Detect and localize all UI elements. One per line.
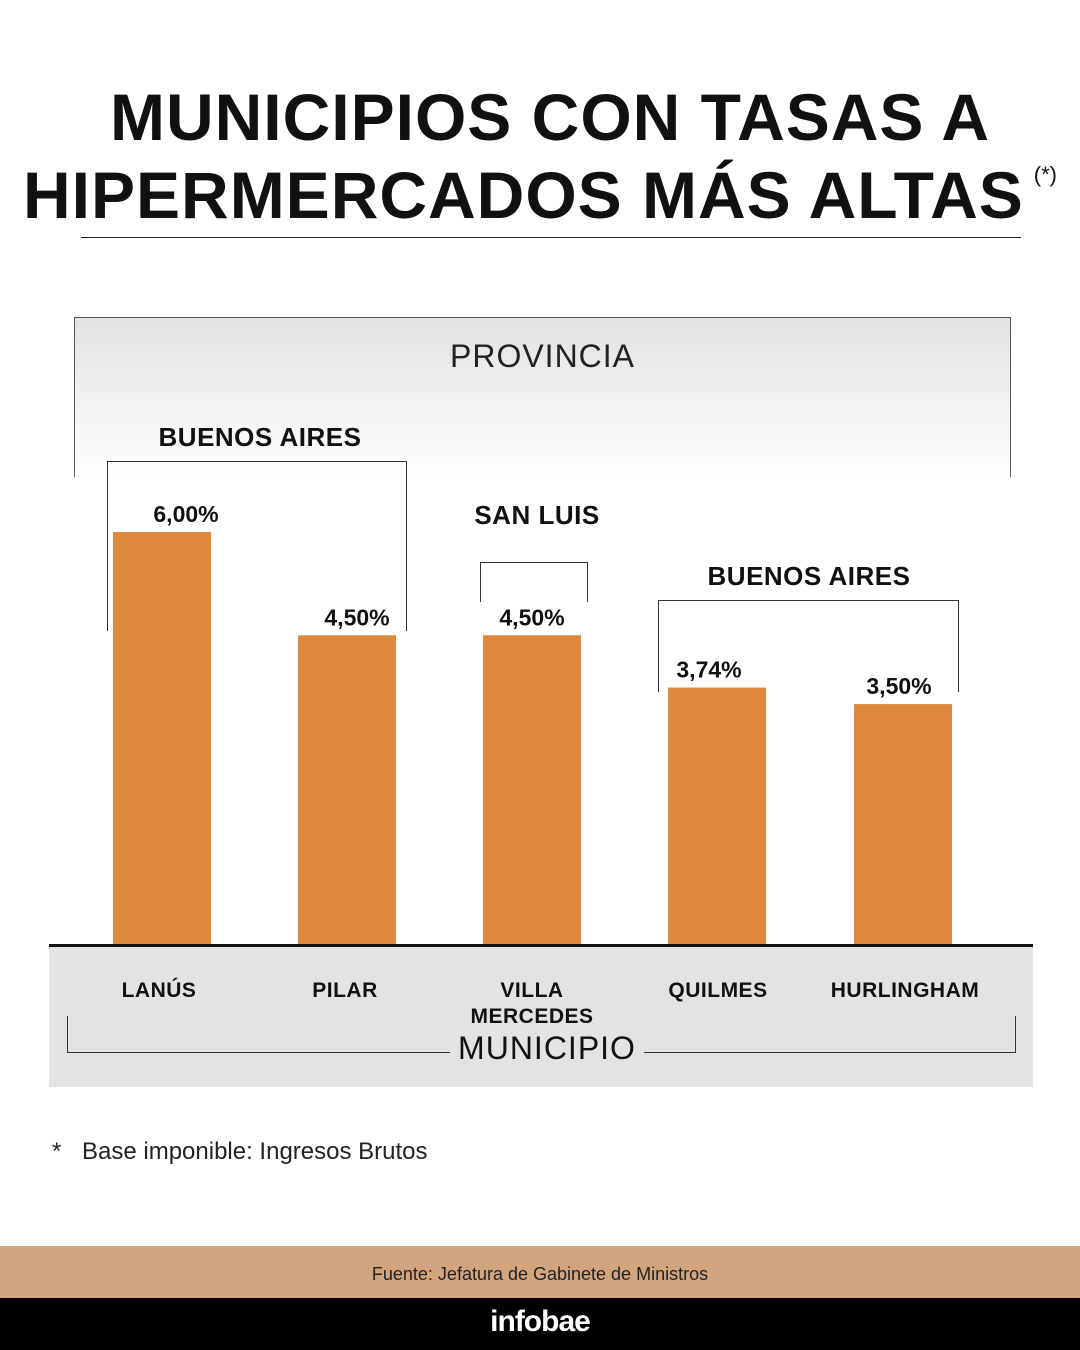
category-label-villa-mercedes: VILLA MERCEDES <box>470 979 594 1028</box>
group-bracket-san-luis <box>480 562 588 602</box>
chart-title-line2-text: HIPERMERCADOS MÁS ALTAS <box>22 158 1024 232</box>
group-bracket-buenos-aires-2 <box>658 600 959 692</box>
bar-4 <box>854 704 952 945</box>
group-label-san-luis: SAN LUIS <box>474 500 600 530</box>
province-header: PROVINCIA <box>449 338 636 374</box>
footnote: * Base imponible: Ingresos Brutos <box>52 1138 428 1166</box>
province-header-box: PROVINCIA <box>74 317 1011 477</box>
brand-bar: infobae <box>0 1298 1080 1350</box>
x-axis-title: MUNICIPIO <box>0 1030 1080 1067</box>
title-footnote-marker: (*) <box>1033 162 1057 187</box>
category-label-pilar: PILAR <box>312 979 378 1002</box>
category-label-hurlingham: HURLINGHAM <box>830 979 980 1002</box>
group-bracket-buenos-aires-1 <box>107 461 407 631</box>
bar-0 <box>113 532 211 945</box>
group-label-buenos-aires-1: BUENOS AIRES <box>158 422 362 452</box>
bar-value-label-2: 4,50% <box>499 604 564 630</box>
brand-logo: infobae <box>490 1305 591 1338</box>
source-bar: Fuente: Jefatura de Gabinete de Ministro… <box>0 1246 1080 1298</box>
category-label-quilmes: QUILMES <box>668 979 768 1002</box>
bar-value-label-1: 4,50% <box>324 604 389 630</box>
bar-value-label-4: 3,50% <box>866 673 931 699</box>
title-divider <box>81 237 1021 238</box>
x-axis-title-text: MUNICIPIO <box>450 1030 644 1066</box>
bar-value-label-0: 6,00% <box>153 501 218 527</box>
chart-title-line2: HIPERMERCADOS MÁS ALTAS (*) <box>0 162 1080 228</box>
bar-2 <box>483 635 581 945</box>
bar-3 <box>668 687 766 945</box>
chart-title-line1: MUNICIPIOS CON TASAS A <box>109 80 991 154</box>
group-label-buenos-aires-2: BUENOS AIRES <box>707 561 911 591</box>
bar-1 <box>298 635 396 945</box>
footnote-text: Base imponible: Ingresos Brutos <box>82 1138 428 1165</box>
source-text: Fuente: Jefatura de Gabinete de Ministro… <box>371 1264 709 1284</box>
x-axis-baseline <box>49 944 1033 947</box>
category-label-lanus: LANÚS <box>121 979 197 1002</box>
footnote-asterisk: * <box>52 1138 62 1165</box>
bar-value-label-3: 3,74% <box>676 657 741 683</box>
